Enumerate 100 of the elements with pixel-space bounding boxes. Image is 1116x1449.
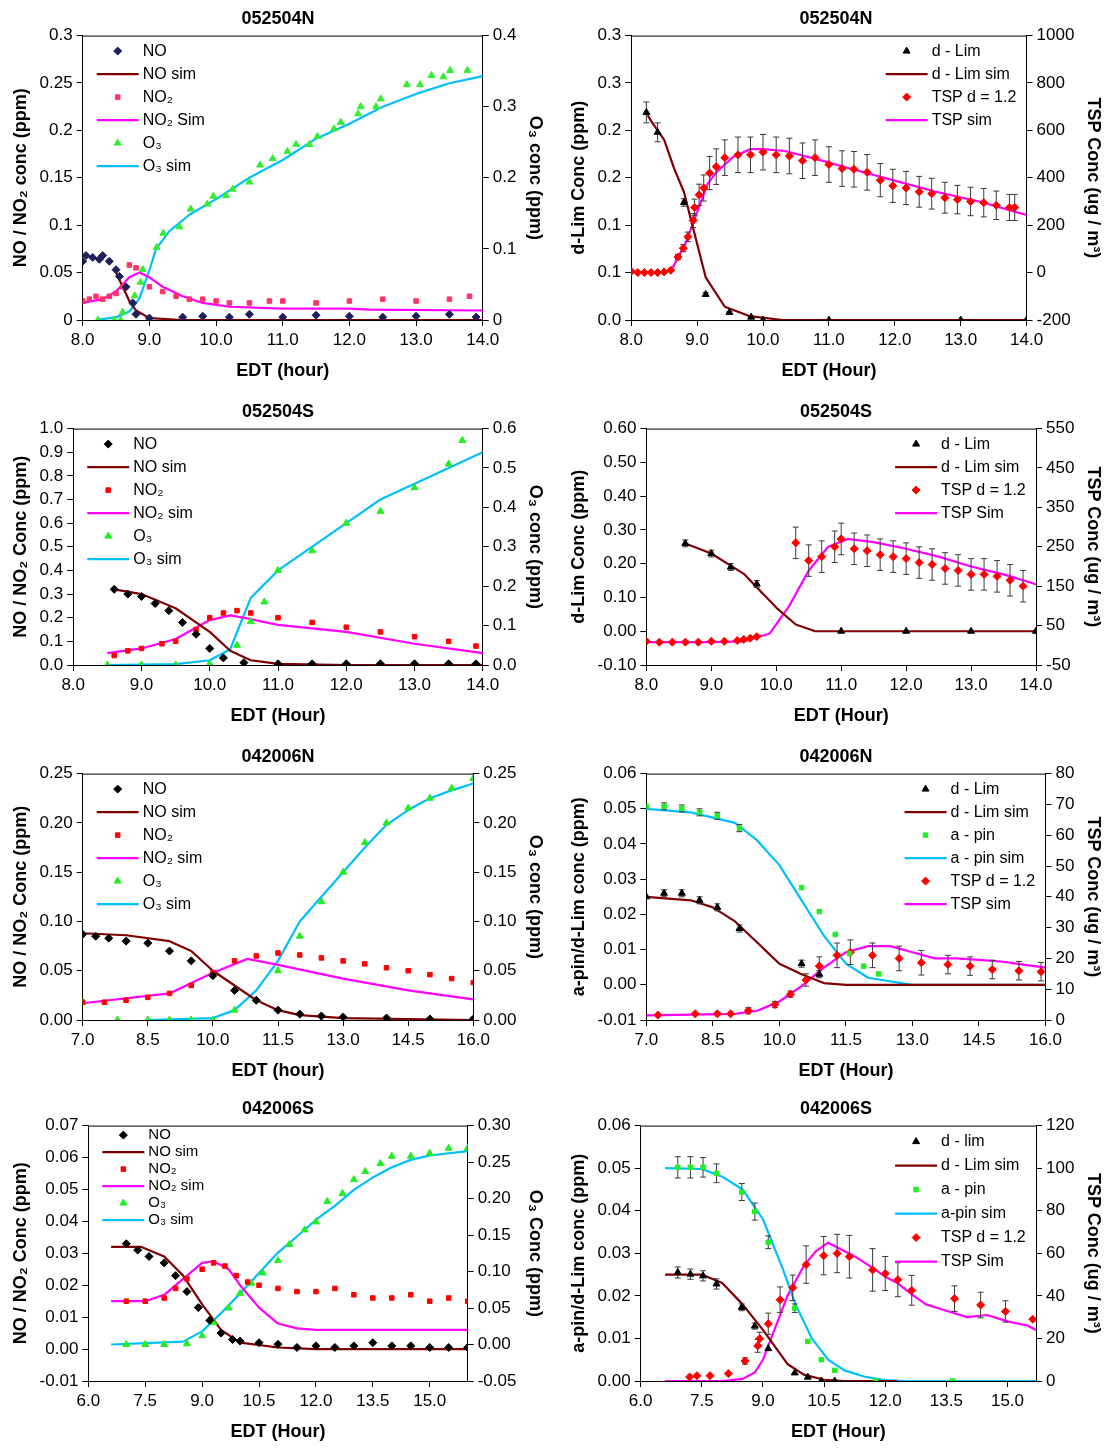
y-tick-label: 0.2 [39,607,64,627]
y2-tick-label: 0 [1055,1009,1065,1029]
y2-tick-label: 0.20 [483,812,517,832]
x-tick-label: 10.0 [759,674,793,694]
y-tick-label: -0.01 [597,1009,637,1029]
legend-label: TSP d = 1.2 [941,1228,1026,1246]
x-tick-label: 9.0 [129,674,154,694]
x-tick-label: 13.0 [326,1029,360,1049]
y-tick-label: 0.10 [603,587,637,607]
y-tick-label: 0.3 [597,72,622,92]
legend-label: O₃ [142,871,162,889]
y-tick-label: 0 [63,309,73,329]
legend-label: a - pin [941,1180,986,1198]
y2-tick-label: 0.6 [492,418,517,438]
y-tick-label: 0.03 [45,1242,79,1262]
y-tick-label: 0.1 [49,214,73,234]
chart-title: 042006N [241,745,315,766]
y-tick-label: 0.02 [597,1285,631,1305]
y-tick-label: 0.1 [39,631,64,651]
x-tick-label: 13.0 [944,329,978,349]
y2-tick-label: -200 [1036,309,1071,329]
x-tick-label: 13.5 [929,1390,963,1410]
y2-tick-label: 0.00 [477,1334,511,1354]
x-axis-title: EDT (Hour) [781,360,877,381]
legend-label: a - pin [950,825,996,843]
legend-label: NO₂ sim [142,848,203,866]
x-tick-label: 12.0 [889,674,923,694]
legend-label: NO [148,1125,171,1143]
legend-label: NO₂ Sim [142,110,205,128]
x-axis-title: EDT (hour) [236,360,330,381]
x-tick-label: 14.0 [1010,329,1044,349]
legend-label: NO₂ [142,87,173,105]
y2-tick-label: 0.15 [477,1224,511,1244]
y2-tick-label: 40 [1046,1285,1065,1305]
x-tick-label: 10.5 [807,1390,841,1410]
y-axis-title: NO / NO₂ conc (ppm) [9,88,30,268]
y-tick-label: 0.00 [45,1338,79,1358]
y-axis-title: a-pin/d-Lim conc (ppm) [567,797,588,997]
x-tick-label: 12.0 [332,329,366,349]
y2-tick-label: 0.10 [483,911,517,931]
y2-tick-label: 0.1 [492,615,517,635]
y-axis-title: NO / NO₂ Conc (ppm) [9,805,30,988]
y2-axis-title: O₃ conc (ppm) [526,484,547,609]
legend-label: NO₂ [142,825,173,843]
y2-tick-label: 80 [1046,1200,1065,1220]
x-tick-label: 9.0 [685,329,709,349]
y2-axis-title: TSP Conc (ug / m³) [1084,466,1105,628]
y-tick-label: 0.06 [603,763,637,783]
y-tick-label: 0.00 [603,620,637,640]
x-tick-label: 11.0 [266,329,299,349]
legend-label: NO sim [148,1142,199,1160]
y2-tick-label: 600 [1036,120,1065,140]
legend-label: a - pin sim [950,848,1025,866]
y-tick-label: 0.8 [39,465,64,485]
x-axis-title: EDT (Hour) [790,1421,886,1442]
x-tick-label: 12.0 [299,1390,333,1410]
y2-tick-label: 80 [1055,763,1075,783]
x-tick-label: 12.0 [868,1390,902,1410]
x-axis-title: EDT (Hour) [230,1421,326,1442]
y2-tick-label: 0.1 [492,238,517,258]
y2-tick-label: -50 [1046,654,1071,674]
y-tick-label: 0.60 [603,418,637,438]
y2-tick-label: 450 [1046,457,1075,477]
y-axis-title: NO / NO₂ Conc (ppm) [9,1162,30,1345]
y-axis-title: a-pin/d-Lim conc (ppm) [567,1153,588,1353]
y2-tick-label: 30 [1055,917,1075,937]
legend-label: d - lim [941,1132,985,1150]
y2-axis-title: TSP Conc (ug / m³) [1084,816,1105,978]
y2-tick-label: 250 [1046,536,1075,556]
y2-tick-label: -0.05 [477,1370,517,1390]
x-tick-label: 9.0 [137,329,162,349]
x-tick-label: 10.0 [762,1029,796,1049]
legend-label: O₃ sim [133,549,182,567]
y-tick-label: 0.20 [39,812,73,832]
legend-label: TSP sim [950,894,1011,912]
chart-title: 042006S [799,1097,873,1118]
y2-tick-label: 0.20 [477,1188,511,1208]
y-tick-label: 0.7 [39,489,64,509]
x-tick-label: 13.0 [397,674,432,694]
x-tick-label: 11.0 [262,674,294,694]
y2-tick-label: 0.3 [492,536,517,556]
y2-tick-label: 0.05 [477,1297,511,1317]
y-tick-label: -0.10 [597,654,637,674]
y2-tick-label: 20 [1046,1328,1065,1348]
x-tick-label: 10.5 [242,1390,276,1410]
y2-tick-label: 100 [1046,1157,1075,1177]
y-tick-label: 0.05 [597,1157,631,1177]
y-tick-label: 0.1 [597,214,622,234]
legend-label: d - Lim [941,434,991,452]
y-tick-label: 0.0 [39,654,64,674]
y-tick-label: 0.04 [603,833,637,853]
legend-label: d - Lim sim [931,64,1010,82]
x-tick-label: 6.0 [628,1390,653,1410]
y2-tick-label: 120 [1046,1115,1075,1135]
legend-label: TSP Sim [941,503,1004,521]
y2-tick-label: 0.2 [492,167,517,187]
legend-label: NO [133,434,158,452]
legend-label: a-pin sim [941,1204,1007,1222]
y2-tick-label: 0.0 [492,654,517,674]
y-tick-label: 0.00 [603,974,637,994]
